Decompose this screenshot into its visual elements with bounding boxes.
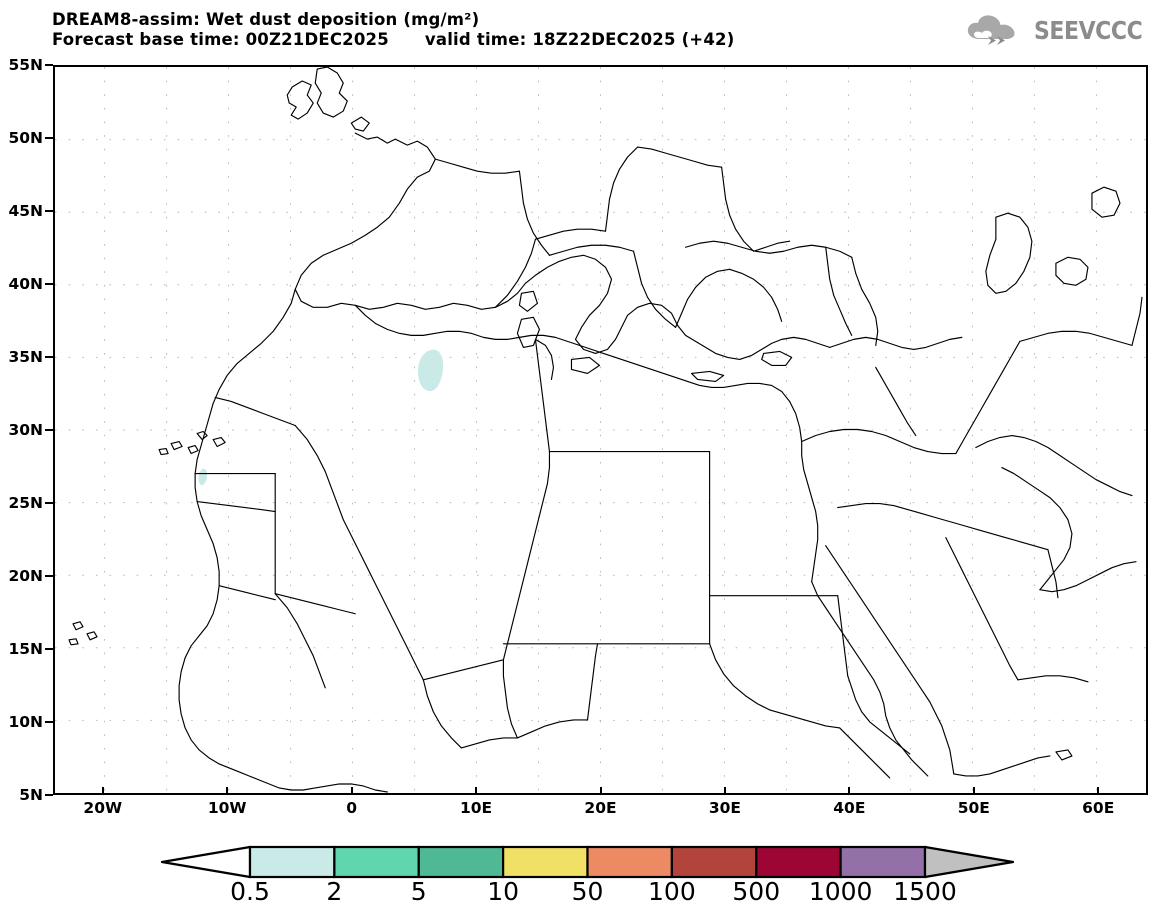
colorbar-tick-label: 10: [487, 877, 520, 906]
map-canvas: [55, 67, 1146, 793]
latitude-tick-mark: [45, 575, 53, 577]
latitude-tick-mark: [45, 64, 53, 66]
colorbar-segment: [248, 845, 336, 879]
latitude-axis: 5N 10N 15N 20N 25N 30N 35N 40N 45N 50N 55N: [0, 56, 53, 804]
latitude-tick-mark: [45, 502, 53, 504]
colorbar-tick-label: 2: [326, 877, 343, 906]
longitude-tick-mark: [350, 787, 353, 795]
map-plot-area: [53, 65, 1148, 795]
latitude-tick-mark: [45, 356, 53, 358]
forecast-base-time: Forecast base time: 00Z21DEC2025: [52, 30, 389, 49]
colorbar-segment: [586, 845, 673, 879]
colorbar-tick-label: 1500: [893, 877, 957, 906]
latitude-tick-label: 20N: [8, 567, 43, 585]
longitude-tick-mark: [599, 787, 602, 795]
longitude-tick-label: 20E: [584, 799, 617, 817]
longitude-tick-mark: [723, 787, 726, 795]
longitude-tick-mark: [475, 787, 478, 795]
latitude-tick-mark: [45, 648, 53, 650]
colorbar-tick-label: 0.5: [230, 877, 270, 906]
latitude-tick-mark: [45, 137, 53, 139]
longitude-tick-label: 20W: [83, 799, 123, 817]
latitude-tick-mark: [45, 210, 53, 212]
longitude-tick-mark: [848, 787, 851, 795]
colorbar-swatches: [160, 845, 1015, 879]
longitude-tick-label: 60E: [1082, 799, 1115, 817]
latitude-tick-label: 30N: [8, 421, 43, 439]
colorbar-over-arrow: [923, 845, 1015, 879]
figure-header: DREAM8-assim: Wet dust deposition (mg/m²…: [52, 10, 952, 50]
latitude-tick-mark: [45, 283, 53, 285]
colorbar-segment: [333, 845, 420, 879]
dust-blob-western-sahara: [198, 468, 208, 486]
latitude-tick-mark: [45, 429, 53, 431]
latitude-tick-label: 10N: [8, 713, 43, 731]
latitude-tick-mark: [45, 794, 53, 796]
colorbar-tick-label: 500: [732, 877, 781, 906]
logo-text: SEEVCCC: [1033, 15, 1143, 45]
latitude-tick-label: 15N: [8, 640, 43, 658]
colorbar-tick-label: 50: [571, 877, 604, 906]
colorbar: 0.5 2 5 10 50 100 500 1000 1500: [160, 845, 1015, 906]
colorbar-tick-label: 5: [410, 877, 427, 906]
dust-blob-algeria: [418, 349, 444, 392]
valid-time: valid time: 18Z22DEC2025 (+42): [424, 30, 735, 49]
latitude-tick-label: 55N: [8, 56, 43, 74]
cloud-icon: [967, 15, 1015, 45]
colorbar-tick-label: 1000: [808, 877, 873, 906]
latitude-tick-label: 40N: [8, 275, 43, 293]
latitude-tick-label: 5N: [19, 786, 43, 804]
figure-title: DREAM8-assim: Wet dust deposition (mg/m²…: [52, 10, 480, 29]
colorbar-segment: [755, 845, 842, 879]
colorbar-under-arrow: [160, 845, 252, 879]
dust-deposition-contours: [198, 349, 444, 486]
figure-subtitle: Forecast base time: 00Z21DEC2025 valid ti…: [52, 30, 952, 50]
colorbar-segment: [502, 845, 589, 879]
longitude-tick-label: 10W: [207, 799, 247, 817]
colorbar-segment: [417, 845, 505, 879]
colorbar-segment: [839, 845, 927, 879]
longitude-tick-label: 50E: [957, 799, 990, 817]
seevccc-logo: SEEVCCC: [966, 14, 1157, 46]
longitude-tick-label: 30E: [708, 799, 742, 817]
longitude-tick-mark: [101, 787, 104, 795]
latitude-tick-mark: [45, 721, 53, 723]
colorbar-tick-labels: 0.5 2 5 10 50 100 500 1000 1500: [160, 877, 1015, 906]
map-coastlines-and-borders: [68, 67, 1143, 793]
longitude-tick-mark: [972, 787, 975, 795]
latitude-tick-label: 45N: [8, 202, 43, 220]
longitude-tick-label: 0: [346, 799, 358, 817]
latitude-tick-label: 50N: [8, 129, 43, 147]
latitude-tick-label: 35N: [8, 348, 43, 366]
longitude-axis: 20W 10W 0 10E 20E 30E 40E 50E 60E: [53, 787, 1148, 825]
colorbar-segment: [670, 845, 758, 879]
longitude-tick-label: 40E: [833, 799, 866, 817]
latitude-tick-label: 25N: [8, 494, 43, 512]
colorbar-tick-label: 100: [648, 877, 696, 906]
longitude-tick-mark: [226, 787, 229, 795]
longitude-tick-label: 10E: [459, 799, 493, 817]
longitude-tick-mark: [1097, 787, 1100, 795]
map-gridlines: [55, 67, 1146, 793]
